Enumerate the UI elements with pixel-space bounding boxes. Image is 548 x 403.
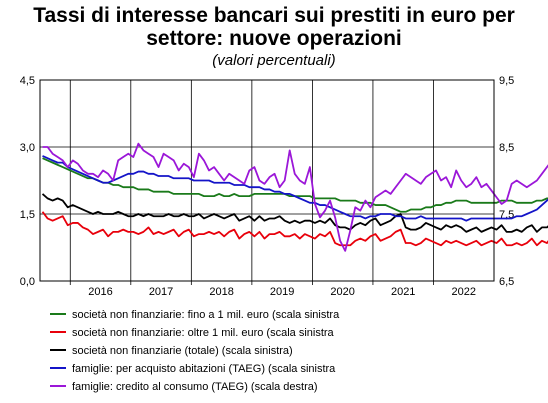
x-tick-label: 2022 <box>451 286 475 298</box>
legend-swatch <box>50 385 66 388</box>
series-line-3 <box>41 193 548 233</box>
left-y-tick-label: 0,0 <box>20 276 35 288</box>
right-y-tick-label: 8,5 <box>499 142 514 154</box>
legend-label: società non finanziarie (totale) (scala … <box>72 345 293 357</box>
chart-title: Tassi di interesse bancari sui prestiti … <box>0 4 548 50</box>
x-tick-label: 2020 <box>330 286 354 298</box>
legend-item-5: famiglie: credito al consumo (TAEG) (sca… <box>50 378 339 396</box>
legend-swatch <box>50 331 66 334</box>
legend-item-1: società non finanziarie: fino a 1 mil. e… <box>50 306 339 324</box>
legend-swatch <box>50 349 66 352</box>
plot-frame <box>39 79 495 282</box>
chart-title-line-2: settore: nuove operazioni <box>146 27 402 50</box>
legend-item-3: società non finanziarie (totale) (scala … <box>50 342 339 360</box>
chart-title-line-1: Tassi di interesse bancari sui prestiti … <box>33 4 515 27</box>
legend-item-4: famiglie: per acquisto abitazioni (TAEG)… <box>50 360 339 378</box>
chart-legend: società non finanziarie: fino a 1 mil. e… <box>50 306 339 396</box>
legend-label: famiglie: per acquisto abitazioni (TAEG)… <box>72 363 336 375</box>
legend-label: società non finanziarie: oltre 1 mil. eu… <box>72 327 334 339</box>
x-tick-label: 2016 <box>88 286 112 298</box>
legend-label: società non finanziarie: fino a 1 mil. e… <box>72 309 340 321</box>
series-line-5 <box>42 142 548 252</box>
x-tick-label: 2018 <box>209 286 233 298</box>
left-y-tick-label: 1,5 <box>20 209 35 221</box>
x-tick-label: 2017 <box>149 286 173 298</box>
x-tick-label: 2019 <box>270 286 294 298</box>
x-tick-label: 2021 <box>391 286 415 298</box>
right-y-tick-label: 6,5 <box>499 276 514 288</box>
legend-item-2: società non finanziarie: oltre 1 mil. eu… <box>50 324 339 342</box>
legend-label: famiglie: credito al consumo (TAEG) (sca… <box>72 381 318 393</box>
left-y-tick-label: 4,5 <box>20 75 35 87</box>
right-y-tick-label: 9,5 <box>499 75 514 87</box>
legend-swatch <box>50 367 66 370</box>
legend-swatch <box>50 313 66 316</box>
series-line-2 <box>41 211 548 247</box>
chart-subtitle: (valori percentuali) <box>212 52 336 69</box>
left-y-tick-label: 3,0 <box>20 142 35 154</box>
